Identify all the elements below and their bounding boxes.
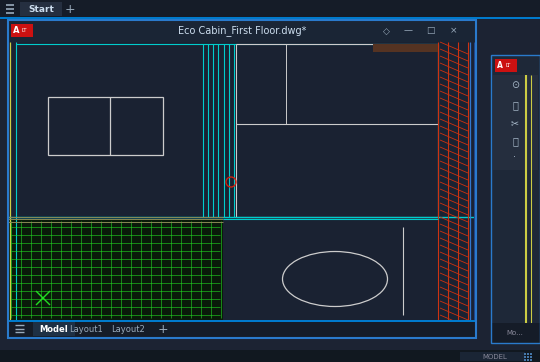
- Bar: [493, 75, 538, 170]
- Text: +: +: [158, 323, 168, 336]
- Text: ◇: ◇: [382, 26, 389, 35]
- Text: —: —: [403, 26, 413, 35]
- Text: Eco Cabin_First Floor.dwg*: Eco Cabin_First Floor.dwg*: [178, 26, 306, 37]
- Bar: [8, 320, 476, 321]
- Bar: [0, 0, 540, 18]
- Text: ×: ×: [450, 26, 458, 35]
- Bar: [527, 356, 529, 358]
- Bar: [8, 219, 223, 320]
- Bar: [495, 59, 517, 72]
- Text: Model: Model: [39, 325, 69, 334]
- Bar: [530, 359, 532, 361]
- Bar: [20, 2, 62, 16]
- Text: A: A: [13, 26, 19, 35]
- Text: ✂: ✂: [511, 118, 519, 128]
- Text: +: +: [65, 3, 75, 16]
- Text: Layout1: Layout1: [69, 325, 103, 334]
- Bar: [524, 359, 526, 361]
- Bar: [0, 17, 540, 19]
- Bar: [491, 55, 540, 343]
- Bar: [491, 55, 540, 343]
- Text: □: □: [426, 26, 434, 35]
- Bar: [8, 42, 476, 320]
- Bar: [530, 356, 532, 358]
- Text: LT: LT: [505, 63, 511, 68]
- Text: MODEL: MODEL: [482, 354, 507, 360]
- Bar: [527, 359, 529, 361]
- Text: Layout2: Layout2: [111, 325, 145, 334]
- Bar: [0, 350, 540, 362]
- Bar: [460, 352, 525, 361]
- Bar: [11, 24, 33, 37]
- Text: A: A: [497, 61, 503, 70]
- Bar: [33, 322, 75, 336]
- Bar: [530, 353, 532, 355]
- Bar: [8, 320, 476, 338]
- Text: Mo...: Mo...: [507, 330, 523, 336]
- Text: LT: LT: [21, 28, 27, 33]
- Bar: [524, 353, 526, 355]
- Bar: [8, 20, 476, 42]
- Text: ·: ·: [514, 152, 516, 162]
- Bar: [373, 44, 438, 52]
- Text: 🔍: 🔍: [512, 136, 518, 146]
- Bar: [48, 97, 163, 155]
- Bar: [8, 20, 476, 338]
- Text: ✋: ✋: [512, 100, 518, 110]
- Bar: [524, 356, 526, 358]
- Text: ⊙: ⊙: [511, 80, 519, 90]
- Bar: [527, 353, 529, 355]
- Bar: [491, 323, 540, 343]
- Text: Start: Start: [28, 5, 54, 14]
